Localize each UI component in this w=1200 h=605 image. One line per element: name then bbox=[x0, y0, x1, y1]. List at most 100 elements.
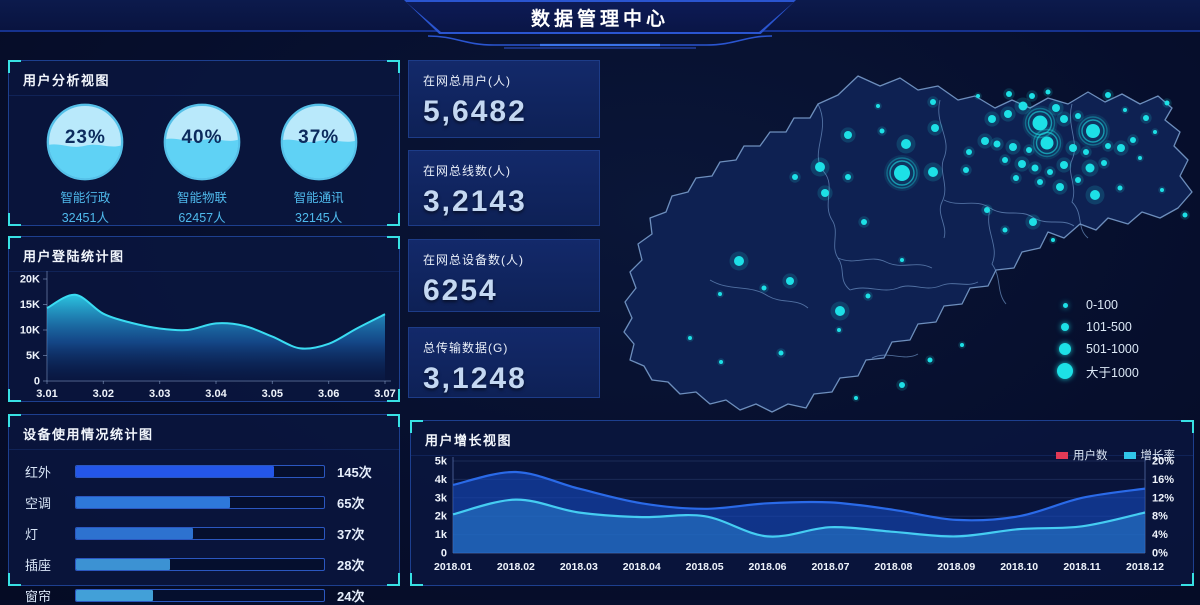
y-right-tick: 8% bbox=[1152, 511, 1168, 523]
x-tick-label: 2018.04 bbox=[623, 561, 661, 573]
x-tick-label: 3.02 bbox=[93, 388, 114, 400]
corner-accent bbox=[8, 414, 21, 427]
gauge-circle: 40% bbox=[162, 102, 242, 182]
y-right-tick: 16% bbox=[1152, 474, 1174, 486]
y-tick-label: 15K bbox=[20, 299, 40, 311]
bar-track[interactable] bbox=[75, 558, 325, 571]
bar-row: 红外 145次 bbox=[17, 462, 383, 481]
bar-row: 插座 28次 bbox=[17, 555, 383, 574]
bar-row: 灯 37次 bbox=[17, 524, 383, 543]
corner-accent bbox=[387, 414, 400, 427]
bar-row: 空调 65次 bbox=[17, 493, 383, 512]
liquid-gauge[interactable]: 37% 智能通讯 32145人 bbox=[264, 102, 374, 226]
map-legend-item[interactable]: 大于1000 bbox=[1056, 360, 1139, 382]
map-legend-dot-icon bbox=[1059, 343, 1071, 355]
bar-label: 红外 bbox=[25, 465, 52, 480]
bar-fill bbox=[76, 528, 193, 539]
stat-card[interactable]: 在网总线数(人) 3,2143 bbox=[408, 150, 600, 226]
stat-card-value: 3,1248 bbox=[423, 362, 527, 395]
map-land bbox=[623, 75, 1193, 413]
x-tick-label: 3.06 bbox=[318, 388, 339, 400]
y-left-tick: 4k bbox=[435, 474, 448, 486]
map-legend-dot-wrap bbox=[1056, 363, 1074, 379]
corner-accent bbox=[1181, 420, 1194, 433]
bar-label: 灯 bbox=[25, 527, 39, 542]
x-tick-label: 2018.07 bbox=[811, 561, 849, 573]
panel-title: 用户分析视图 bbox=[9, 61, 399, 96]
panel-user-analysis: 用户分析视图 23% 智能行政 32451人 40% 智能物联 62457人 37% 智能通讯… bbox=[8, 60, 400, 226]
map-district-borders bbox=[709, 99, 1089, 359]
x-tick-label: 2018.11 bbox=[1063, 561, 1101, 573]
bar-track[interactable] bbox=[75, 496, 325, 509]
panel-title: 用户增长视图 bbox=[411, 421, 1193, 456]
gauge-name: 智能物联 bbox=[176, 191, 227, 205]
login-area-chart[interactable]: 0 5K 10K 15K 20K 3.01 3.02 3.03 3.04 3.05 3.06 3.07 bbox=[13, 265, 397, 401]
map-legend-dot-icon bbox=[1057, 363, 1073, 379]
y-left-tick: 2k bbox=[435, 511, 448, 523]
map-legend-item[interactable]: 0-100 bbox=[1056, 294, 1139, 316]
liquid-gauge[interactable]: 23% 智能行政 32451人 bbox=[30, 102, 140, 226]
map-legend-label: 0-100 bbox=[1086, 298, 1118, 312]
bar-label: 窗帘 bbox=[25, 589, 52, 604]
x-tick-label: 2018.02 bbox=[497, 561, 535, 573]
y-tick-label: 5K bbox=[26, 350, 40, 362]
bar-fill bbox=[76, 590, 153, 601]
stat-card[interactable]: 在网总设备数(人) 6254 bbox=[408, 239, 600, 312]
x-tick-label: 2018.09 bbox=[937, 561, 975, 573]
map-legend-dot-wrap bbox=[1056, 302, 1074, 308]
panel-title: 用户登陆统计图 bbox=[9, 237, 399, 272]
corner-accent bbox=[387, 60, 400, 73]
legend-item[interactable]: 用户数 bbox=[1056, 447, 1108, 463]
map-dots-layer bbox=[686, 87, 1190, 402]
device-usage-bars: 红外 145次空调 65次灯 37次插座 28次窗帘 24次 bbox=[9, 450, 399, 605]
corner-accent bbox=[8, 236, 21, 249]
stat-card[interactable]: 在网总用户(人) 5,6482 bbox=[408, 60, 600, 138]
gauge-percent: 37% bbox=[298, 127, 340, 148]
page-title: 数据管理中心 bbox=[530, 8, 669, 30]
gauge-name: 智能通讯 bbox=[293, 191, 344, 205]
map-legend-dot-wrap bbox=[1056, 323, 1074, 331]
bar-row: 窗帘 24次 bbox=[17, 586, 383, 605]
bar-value: 37次 bbox=[337, 527, 365, 542]
y-left-tick: 3k bbox=[435, 492, 448, 504]
liquid-gauges[interactable]: 23% 智能行政 32451人 40% 智能物联 62457人 37% 智能通讯 32145人 bbox=[9, 96, 399, 226]
corner-accent bbox=[8, 573, 21, 586]
gauge-circle: 23% bbox=[45, 102, 125, 182]
map-legend: 0-100 101-500 501-1000 大于1000 bbox=[1056, 294, 1139, 382]
region-map[interactable] bbox=[610, 40, 1200, 420]
bar-value: 145次 bbox=[337, 465, 372, 480]
stat-card[interactable]: 总传输数据(G) 3,1248 bbox=[408, 327, 600, 398]
bar-track[interactable] bbox=[75, 527, 325, 540]
x-tick-label: 3.07 bbox=[374, 388, 395, 400]
y-left-tick: 0 bbox=[441, 548, 447, 560]
bar-value: 28次 bbox=[337, 558, 365, 573]
map-legend-label: 101-500 bbox=[1086, 320, 1132, 334]
map-legend-label: 501-1000 bbox=[1086, 342, 1139, 356]
panel-user-growth: 用户增长视图 用户数 增长率 0 1k 2k 3k 4k 5k 0% 4% 8% 12% 16% 20%… bbox=[410, 420, 1194, 586]
stat-card-value: 6254 bbox=[423, 274, 498, 307]
x-tick-label: 3.04 bbox=[205, 388, 227, 400]
page-title-container: 数据管理中心 bbox=[404, 0, 796, 34]
legend-swatch-icon bbox=[1056, 451, 1068, 459]
legend-label: 增长率 bbox=[1140, 450, 1176, 462]
x-tick-label: 2018.05 bbox=[686, 561, 724, 573]
y-right-tick: 20% bbox=[1152, 456, 1174, 468]
y-right-tick: 12% bbox=[1152, 492, 1174, 504]
stat-card-value: 3,2143 bbox=[423, 185, 527, 218]
x-tick-label: 2018.01 bbox=[434, 561, 472, 573]
growth-area-chart[interactable]: 0 1k 2k 3k 4k 5k 0% 4% 8% 12% 16% 20% 2018.01 2018.02… bbox=[423, 449, 1183, 585]
gauge-name: 智能行政 bbox=[60, 191, 111, 205]
map-legend-item[interactable]: 101-500 bbox=[1056, 316, 1139, 338]
corner-accent bbox=[387, 213, 400, 226]
map-legend-item[interactable]: 501-1000 bbox=[1056, 338, 1139, 360]
gauge-percent: 23% bbox=[64, 127, 106, 148]
bar-track[interactable] bbox=[75, 465, 325, 478]
legend-item[interactable]: 增长率 bbox=[1123, 447, 1176, 463]
gauge-circle: 37% bbox=[279, 102, 359, 182]
y-tick-label: 0 bbox=[34, 376, 40, 388]
bar-track[interactable] bbox=[75, 589, 325, 602]
gauge-count: 32145人 bbox=[295, 211, 343, 225]
stat-card-label: 在网总线数(人) bbox=[423, 164, 511, 178]
liquid-gauge[interactable]: 40% 智能物联 62457人 bbox=[147, 102, 257, 226]
x-tick-label: 3.03 bbox=[149, 388, 170, 400]
